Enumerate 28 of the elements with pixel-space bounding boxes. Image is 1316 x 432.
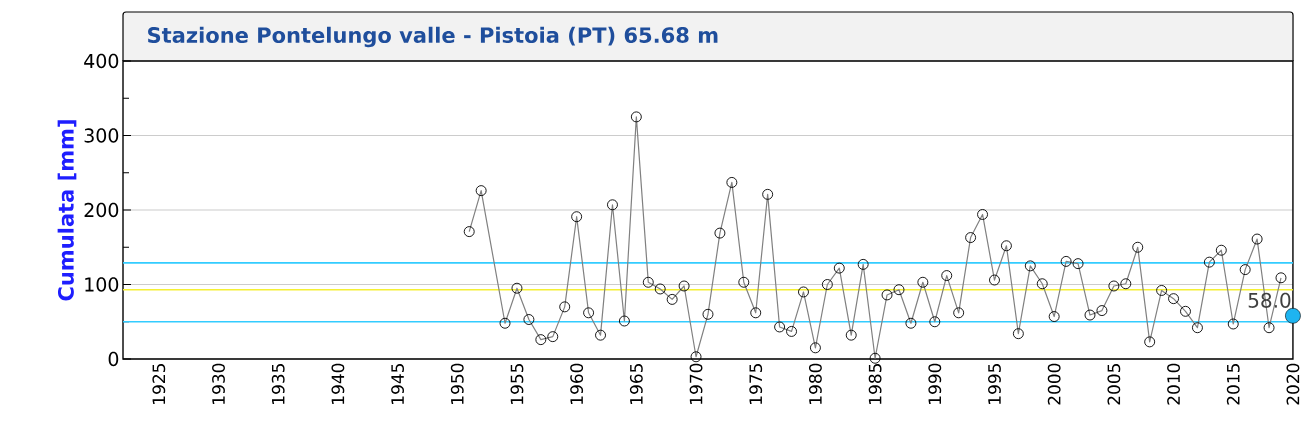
x-tick-label: 1925	[152, 364, 166, 404]
x-tick-label: 2010	[1167, 363, 1180, 405]
chart-title: Stazione Pontelungo valle - Pistoia (PT) 65.68 m	[148, 26, 718, 48]
x-tick-label: 1955	[510, 364, 524, 404]
x-tick-label: 1945	[391, 364, 405, 404]
x-tick-label: 1985	[868, 364, 882, 404]
x-tick-label: 2000	[1047, 363, 1061, 405]
y-tick-label: 300	[84, 128, 119, 143]
x-tick-label: 1935	[271, 364, 285, 404]
x-tick-label: 1930	[212, 363, 225, 404]
x-tick-label: 1940	[331, 363, 345, 404]
x-tick-label: 1965	[629, 364, 643, 404]
x-tick-label: 2015	[1226, 364, 1240, 405]
y-tick-label: 200	[84, 202, 119, 218]
x-tick-label: 1970	[689, 363, 703, 404]
x-tick-label: 1975	[749, 364, 763, 404]
x-tick-label: 2005	[1107, 364, 1121, 405]
x-tick-label: 1980	[808, 363, 822, 404]
y-tick-label: 100	[85, 277, 119, 292]
x-tick-label: 1950	[450, 363, 464, 404]
y-tick-label: 400	[84, 53, 119, 69]
y-axis-title: Cumulata [mm]	[57, 120, 77, 301]
x-tick-label: 1995	[988, 364, 1001, 404]
data-label: 58.0	[1248, 292, 1291, 308]
x-tick-label: 2020	[1286, 363, 1300, 405]
y-tick-label: 0	[108, 351, 119, 367]
x-tick-label: 1960	[570, 363, 584, 404]
x-tick-label: 1990	[928, 363, 942, 404]
